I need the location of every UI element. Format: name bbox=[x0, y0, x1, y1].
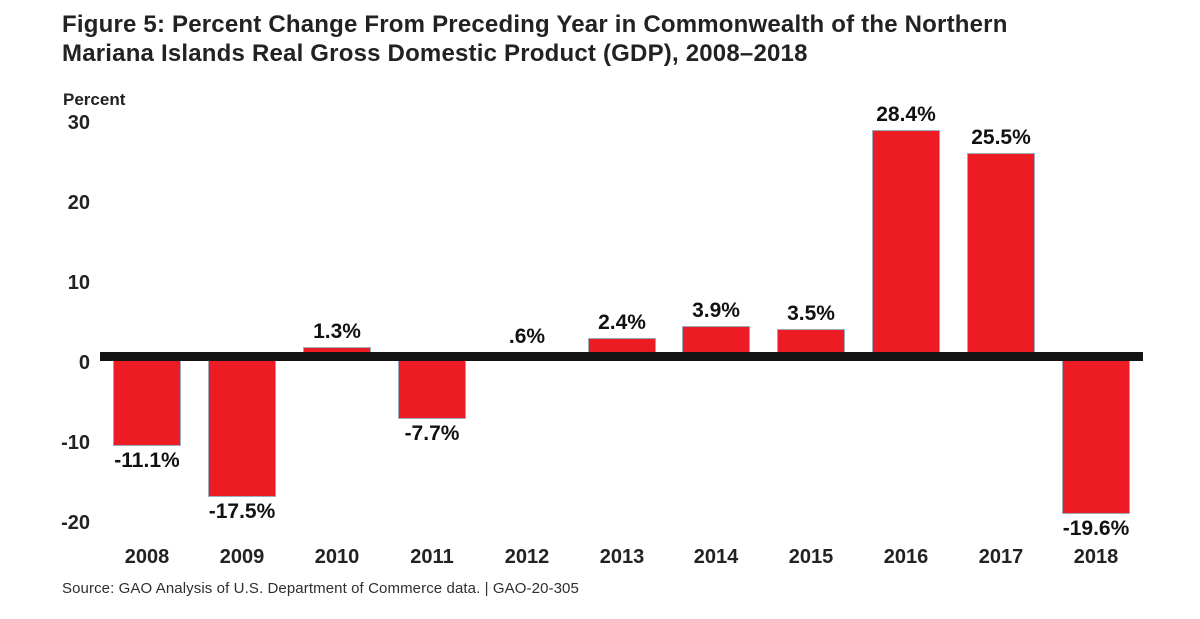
y-axis-tick-label: 30 bbox=[67, 112, 90, 134]
bar-value-label-2012: .6% bbox=[508, 325, 546, 348]
x-axis-tick-label-2009: 2009 bbox=[219, 546, 265, 568]
y-axis-tick-label: 20 bbox=[67, 192, 90, 214]
x-axis-tick-label-2012: 2012 bbox=[504, 546, 550, 568]
bar-2014 bbox=[682, 326, 750, 357]
x-axis-tick-label-2011: 2011 bbox=[410, 546, 454, 568]
bar-value-label-2014: 3.9% bbox=[692, 299, 740, 322]
x-axis-tick-label-2015: 2015 bbox=[788, 546, 834, 568]
bar-value-label-2018: -19.6% bbox=[1062, 517, 1130, 540]
figure-title-line-1: Figure 5: Percent Change From Preceding … bbox=[62, 11, 1008, 38]
zero-axis-line bbox=[100, 352, 1143, 361]
figure-title-line-2: Mariana Islands Real Gross Domestic Prod… bbox=[62, 40, 808, 67]
bar-value-label-2009: -17.5% bbox=[208, 500, 276, 523]
x-axis-tick-label-2014: 2014 bbox=[693, 546, 739, 568]
x-axis-tick-label-2010: 2010 bbox=[314, 546, 360, 568]
bar-2011 bbox=[398, 357, 466, 419]
bar-value-label-2010: 1.3% bbox=[313, 320, 361, 343]
source-note: Source: GAO Analysis of U.S. Department … bbox=[62, 580, 579, 597]
y-axis-tick-label: -10 bbox=[61, 432, 90, 454]
figure-title: Figure 5: Percent Change From Preceding … bbox=[62, 10, 1162, 68]
bar-value-label-2013: 2.4% bbox=[598, 311, 646, 334]
bar-value-label-2017: 25.5% bbox=[971, 126, 1031, 149]
bar-value-label-2011: -7.7% bbox=[404, 422, 460, 445]
bar-2016 bbox=[872, 130, 940, 357]
bar-2009 bbox=[208, 357, 276, 497]
bar-value-label-2008: -11.1% bbox=[114, 449, 180, 472]
bar-value-label-2016: 28.4% bbox=[876, 103, 936, 126]
y-axis-tick-label: 0 bbox=[78, 352, 90, 374]
y-axis-unit-label: Percent bbox=[63, 90, 126, 109]
x-axis-tick-label-2008: 2008 bbox=[124, 546, 170, 568]
bar-2018 bbox=[1062, 357, 1130, 514]
x-axis-tick-label-2018: 2018 bbox=[1073, 546, 1119, 568]
x-axis-tick-label-2016: 2016 bbox=[883, 546, 929, 568]
y-axis-tick-label: -20 bbox=[61, 512, 90, 534]
bar-value-label-2015: 3.5% bbox=[787, 302, 835, 325]
x-axis-tick-label-2013: 2013 bbox=[599, 546, 645, 568]
x-axis-tick-label-2017: 2017 bbox=[978, 546, 1024, 568]
bar-2008 bbox=[113, 357, 181, 446]
y-axis-tick-label: 10 bbox=[67, 272, 90, 294]
bar-2017 bbox=[967, 153, 1035, 357]
